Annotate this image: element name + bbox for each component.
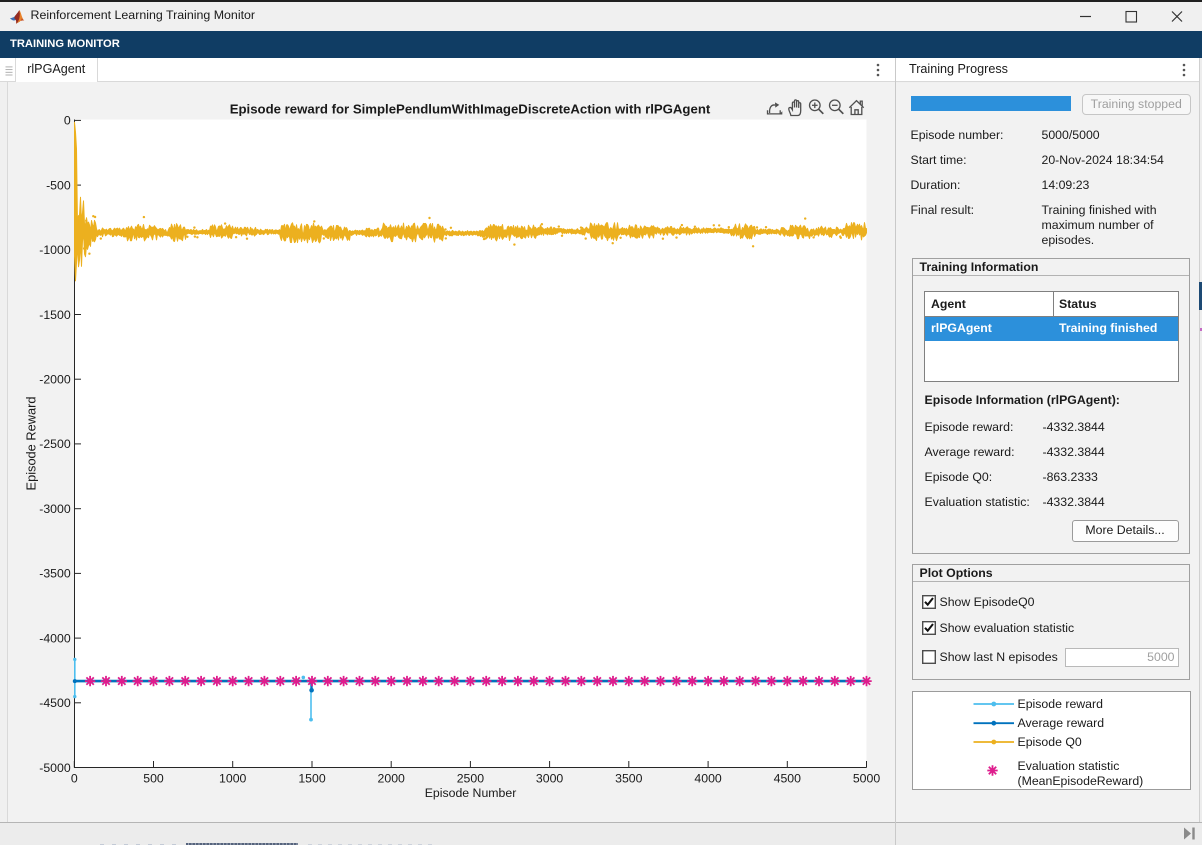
svg-text:500: 500: [143, 772, 164, 786]
svg-text:-1000: -1000: [39, 243, 71, 257]
svg-text:Episode Number: Episode Number: [425, 786, 517, 800]
svg-text:-2000: -2000: [39, 373, 71, 387]
svg-text:2000: 2000: [378, 772, 406, 786]
svg-text:Episode reward for SimplePendl: Episode reward for SimplePendlumWithImag…: [230, 101, 711, 116]
svg-text:4000: 4000: [694, 772, 722, 786]
svg-text:5000: 5000: [853, 772, 881, 786]
svg-text:-3500: -3500: [39, 567, 71, 581]
svg-text:3500: 3500: [615, 772, 643, 786]
svg-text:-2500: -2500: [39, 437, 71, 451]
svg-text:1500: 1500: [298, 772, 326, 786]
svg-text:-4000: -4000: [39, 631, 71, 645]
svg-text:1000: 1000: [219, 772, 247, 786]
svg-text:-4500: -4500: [39, 696, 71, 710]
svg-text:-5000: -5000: [39, 761, 71, 775]
svg-text:-500: -500: [46, 178, 71, 192]
svg-text:-3000: -3000: [39, 502, 71, 516]
svg-text:Episode Reward: Episode Reward: [24, 397, 39, 491]
svg-text:-1500: -1500: [39, 308, 71, 322]
svg-text:0: 0: [71, 772, 78, 786]
svg-text:3000: 3000: [536, 772, 564, 786]
svg-text:0: 0: [64, 114, 71, 128]
svg-text:4500: 4500: [774, 772, 802, 786]
svg-text:2500: 2500: [457, 772, 485, 786]
